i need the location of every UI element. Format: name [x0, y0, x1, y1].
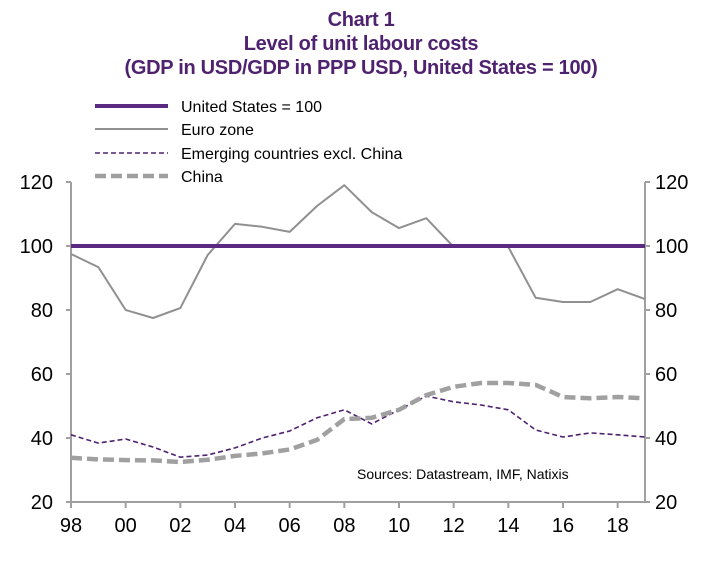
y-tick-label-right: 120: [655, 172, 688, 194]
series-line-emerging: [70, 395, 646, 459]
x-tick-label: 16: [552, 515, 574, 537]
x-tick-label: 08: [333, 515, 355, 537]
y-tick-label-right: 40: [655, 428, 677, 450]
x-tick-label: 00: [115, 515, 137, 537]
y-tick-label-left: 40: [31, 428, 53, 450]
y-tick-label-left: 60: [31, 364, 53, 386]
x-tick-label: 14: [497, 515, 519, 537]
legend-label-euro: Euro zone: [181, 122, 254, 139]
chart-subtitle: Level of unit labour costs: [243, 33, 479, 55]
legend-label-us: United States = 100: [181, 99, 322, 116]
legend: United States = 100 Euro zone Emerging cou…: [95, 99, 403, 186]
y-tick-label-right: 60: [655, 364, 677, 386]
x-tick-label: 12: [443, 515, 465, 537]
y-tick-label-right: 100: [655, 236, 688, 258]
chart-title: Chart 1: [327, 9, 395, 31]
axes: 20 20 40 40 60 60 80 80 100 100 120 120 98 00 02 04 06 08…: [20, 172, 689, 537]
series-line-china: [70, 380, 646, 465]
y-tick-label-left: 100: [20, 236, 53, 258]
y-tick-label-left: 120: [20, 172, 53, 194]
source-annotation: Sources: Datastream, IMF, Natixis: [357, 466, 569, 482]
chart-subtitle-units: (GDP in USD/GDP in PPP USD, United State…: [124, 57, 598, 79]
x-tick-label: 10: [388, 515, 410, 537]
y-tick-label-right: 20: [655, 492, 677, 514]
y-tick-label-right: 80: [655, 300, 677, 322]
y-tick-label-left: 20: [31, 492, 53, 514]
x-tick-label: 98: [60, 515, 82, 537]
x-tick-label: 04: [224, 515, 246, 537]
legend-label-emerging: Emerging countries excl. China: [181, 146, 403, 163]
legend-label-china: China: [181, 169, 223, 186]
series-group: [70, 184, 646, 465]
chart-title-block: Chart 1 Level of unit labour costs (GDP …: [0, 8, 722, 80]
series-line-euro: [70, 184, 646, 319]
x-tick-label: 18: [607, 515, 629, 537]
x-tick-label: 06: [279, 515, 301, 537]
y-tick-label-left: 80: [31, 300, 53, 322]
x-tick-label: 02: [169, 515, 191, 537]
